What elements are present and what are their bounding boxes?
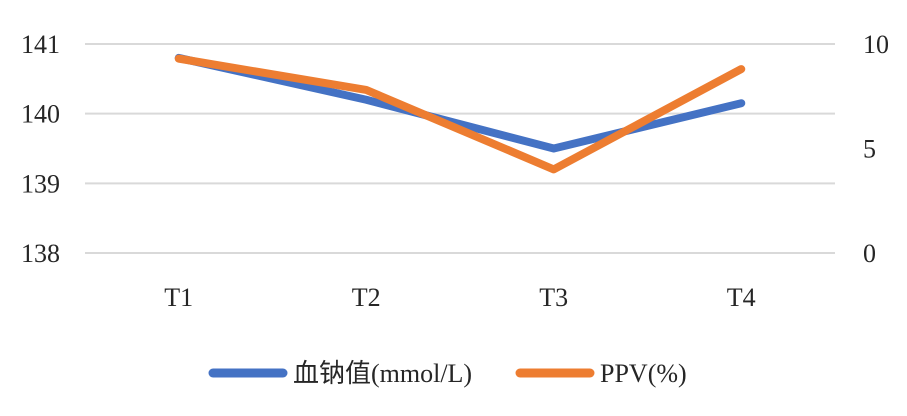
right-y-tick-label: 10 — [863, 30, 889, 59]
right-y-axis: 0 5 10 — [863, 30, 889, 268]
legend-label: PPV(%) — [600, 359, 687, 388]
legend-label: 血钠值(mmol/L) — [293, 359, 472, 388]
x-tick-label: T2 — [352, 283, 381, 312]
right-y-tick-label: 5 — [863, 135, 876, 164]
x-tick-label: T4 — [727, 283, 756, 312]
left-y-tick-label: 138 — [21, 239, 60, 268]
left-y-tick-label: 139 — [21, 169, 60, 198]
x-axis: T1 T2 T3 T4 — [164, 283, 755, 312]
x-tick-label: T3 — [539, 283, 568, 312]
left-y-tick-label: 140 — [21, 100, 60, 129]
right-y-tick-label: 0 — [863, 239, 876, 268]
x-tick-label: T1 — [164, 283, 193, 312]
left-y-tick-label: 141 — [21, 30, 60, 59]
left-y-axis: 138 139 140 141 — [21, 30, 60, 268]
legend: 血钠值(mmol/L) PPV(%) — [213, 359, 687, 388]
